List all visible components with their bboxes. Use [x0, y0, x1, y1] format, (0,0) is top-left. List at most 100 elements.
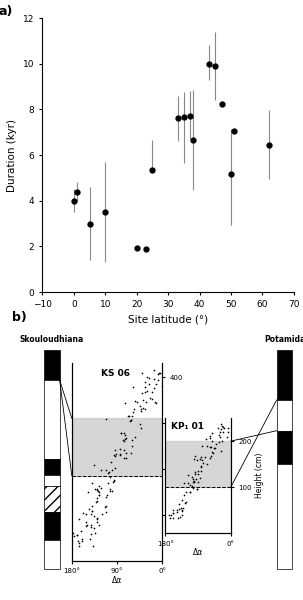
Point [217, 427, 222, 437]
Point [71, 529, 76, 538]
Point [184, 497, 189, 507]
Point [75, 530, 80, 540]
Point [195, 455, 199, 464]
Point [140, 368, 145, 378]
Point [199, 466, 204, 476]
Y-axis label: Duration (kyr): Duration (kyr) [7, 119, 17, 191]
Point [81, 509, 85, 518]
Point [131, 382, 135, 392]
Point [93, 497, 98, 507]
Point [210, 428, 215, 437]
Point [128, 416, 133, 425]
Point [137, 419, 142, 429]
Point [94, 513, 99, 523]
Point [67, 538, 72, 547]
Point [143, 387, 148, 397]
Point [217, 430, 221, 439]
Point [108, 486, 113, 496]
Point [122, 436, 126, 446]
Text: Potamida: Potamida [264, 335, 303, 344]
Point [152, 397, 157, 407]
Point [128, 415, 133, 425]
Point [95, 517, 99, 527]
Point [177, 499, 181, 508]
Point [83, 517, 88, 526]
Point [142, 382, 147, 391]
Point [199, 442, 204, 451]
Point [112, 451, 117, 461]
Point [195, 484, 200, 493]
Text: Skouloudhiana: Skouloudhiana [20, 335, 84, 344]
Point [129, 448, 134, 458]
Point [104, 490, 109, 499]
Point [139, 388, 144, 398]
Point [139, 406, 144, 415]
Point [103, 502, 108, 512]
Point [89, 506, 94, 516]
Point [153, 379, 158, 389]
Point [195, 466, 200, 475]
Point [135, 398, 140, 407]
Point [205, 459, 209, 469]
Point [196, 477, 201, 487]
Point [210, 437, 215, 446]
Point [87, 504, 92, 514]
Point [95, 486, 100, 496]
Point [133, 433, 138, 442]
Point [179, 505, 184, 515]
Point [161, 512, 166, 522]
Point [123, 430, 128, 440]
Point [113, 463, 118, 473]
Point [94, 496, 99, 505]
Point [220, 422, 225, 431]
Point [76, 536, 81, 545]
Point [193, 475, 198, 484]
Point [107, 467, 112, 477]
Point [190, 473, 195, 482]
Point [198, 461, 203, 470]
Point [112, 476, 116, 486]
Point [84, 509, 89, 519]
Point [192, 467, 197, 476]
Point [130, 435, 135, 445]
Point [151, 365, 156, 375]
Bar [72, 418, 162, 476]
Point [197, 473, 202, 483]
Point [147, 393, 152, 403]
Point [203, 434, 208, 444]
Point [208, 431, 212, 441]
Point [213, 443, 218, 453]
Point [67, 524, 72, 534]
Point [99, 465, 104, 475]
Point [76, 514, 81, 524]
X-axis label: Δα: Δα [112, 575, 122, 584]
Point [113, 449, 118, 459]
Point [168, 510, 173, 520]
Point [174, 508, 179, 517]
Point [139, 404, 144, 413]
Point [95, 514, 100, 524]
Point [86, 488, 91, 497]
Point [88, 529, 93, 538]
Point [199, 455, 204, 465]
Point [77, 538, 82, 548]
Text: a): a) [0, 5, 13, 18]
Point [127, 411, 132, 421]
Point [96, 488, 101, 497]
Point [160, 382, 165, 391]
Point [104, 501, 108, 511]
Point [138, 401, 142, 411]
Point [118, 428, 123, 437]
Point [92, 512, 96, 521]
Point [201, 458, 205, 467]
Point [179, 511, 184, 520]
Point [97, 490, 102, 500]
Point [224, 432, 229, 442]
Point [208, 433, 213, 442]
Point [216, 424, 221, 433]
Point [122, 434, 127, 444]
X-axis label: Site latitude (°): Site latitude (°) [128, 315, 208, 325]
Point [103, 507, 108, 517]
Point [90, 506, 95, 516]
Point [170, 505, 175, 514]
